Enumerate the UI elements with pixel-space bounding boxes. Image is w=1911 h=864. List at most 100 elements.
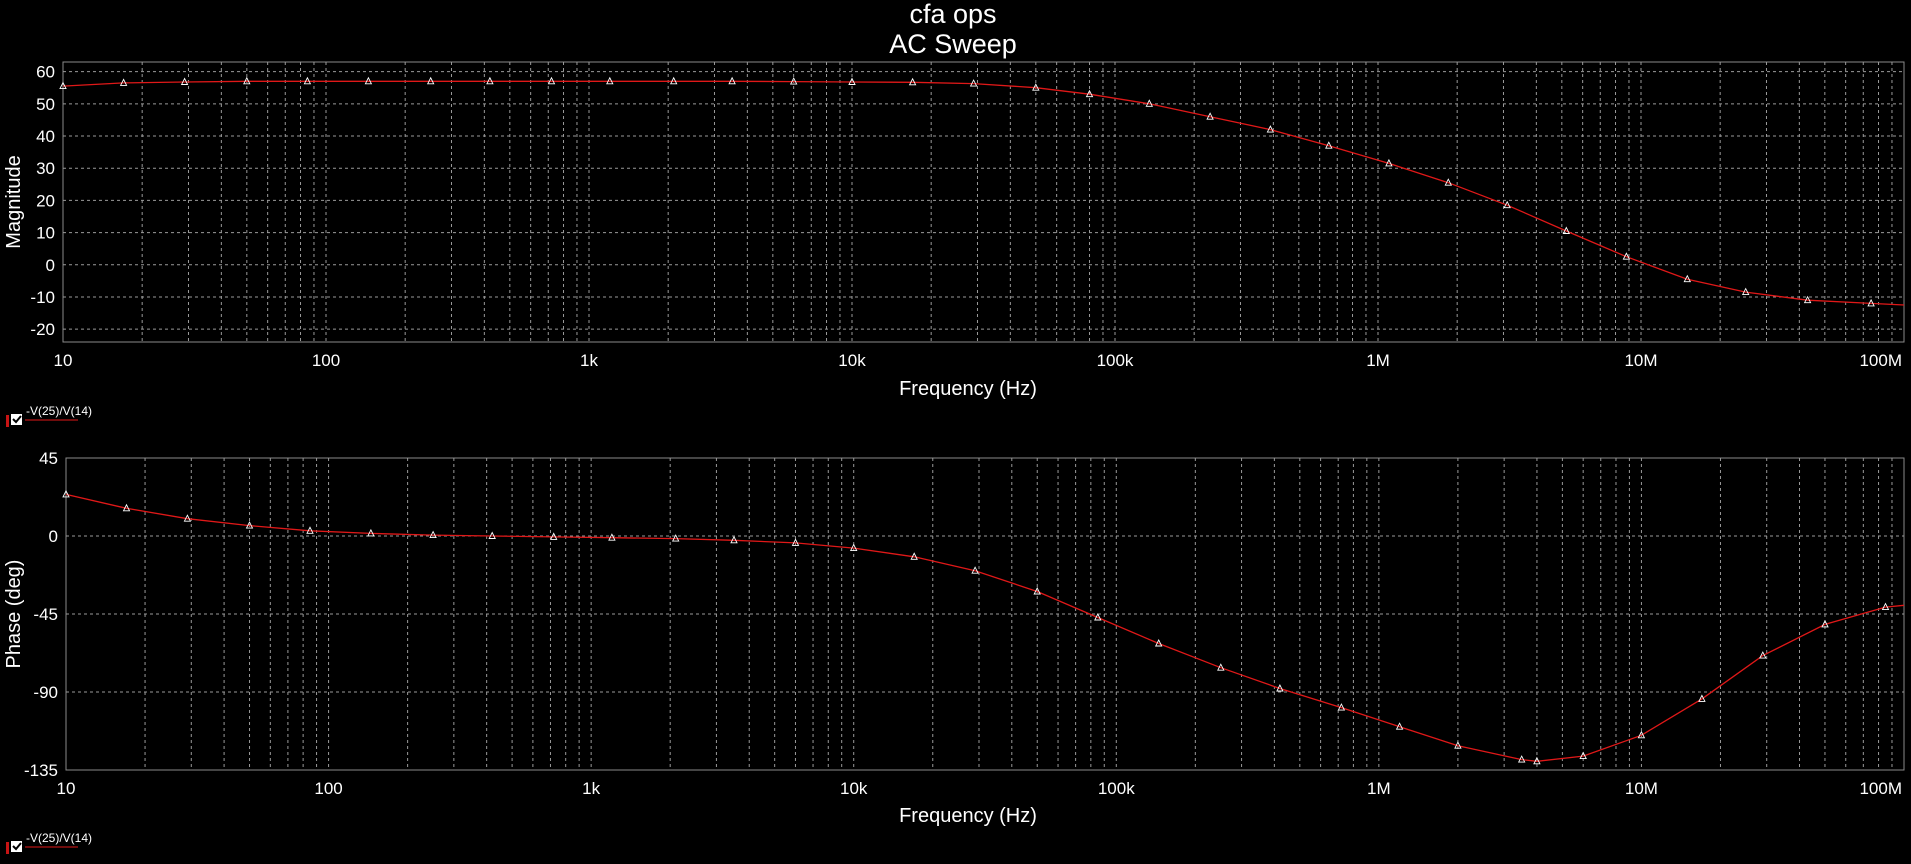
- phase-data-marker: [245, 521, 254, 529]
- magnitude-y-tick-label: 60: [36, 63, 55, 82]
- magnitude-data-marker: [1683, 274, 1692, 283]
- phase-legend[interactable]: -V(25)/V(14): [6, 831, 92, 854]
- magnitude-plot-frame: [62, 61, 1905, 343]
- phase-data-marker: [122, 503, 131, 512]
- phase-tick-labels: 10 100 1k 10k 100k 1M 10M 100M 45 0 -45 -90 -135: [24, 449, 1902, 798]
- magnitude-gridlines: [63, 62, 1904, 342]
- phase-data-marker: [367, 528, 375, 537]
- magnitude-x-tick-label: 100k: [1097, 351, 1134, 370]
- checkmark-icon: [12, 415, 22, 424]
- phase-data-marker: [1094, 612, 1102, 621]
- phase-y-tick-label: 0: [49, 527, 58, 546]
- magnitude-data-marker: [669, 76, 678, 85]
- phase-data-marker: [1821, 619, 1829, 628]
- magnitude-data-marker: [1444, 178, 1453, 186]
- magnitude-data-marker: [1325, 141, 1333, 149]
- legend-checkbox[interactable]: [11, 414, 22, 425]
- phase-data-marker: [1637, 730, 1646, 739]
- chart-subtitle: AC Sweep: [889, 29, 1017, 59]
- phase-data-marker: [910, 552, 918, 560]
- checkmark-icon: [12, 842, 22, 851]
- phase-y-axis-label: Phase (deg): [3, 560, 25, 669]
- legend-color-bar: [6, 415, 9, 427]
- magnitude-data-marker: [243, 76, 251, 85]
- phase-y-tick-label: -135: [24, 761, 58, 780]
- phase-data-marker: [1759, 651, 1767, 659]
- phase-data-marker: [1579, 751, 1587, 760]
- magnitude-data-marker: [1085, 89, 1094, 98]
- magnitude-y-tick-label: 0: [46, 256, 55, 275]
- magnitude-data-marker: [1622, 252, 1631, 260]
- legend-checkbox[interactable]: [11, 841, 22, 852]
- magnitude-data-marker: [1741, 287, 1750, 296]
- phase-x-tick-label: 1M: [1367, 779, 1391, 798]
- magnitude-x-axis-label: Frequency (Hz): [899, 378, 1037, 400]
- magnitude-trace-group: [59, 76, 1905, 307]
- magnitude-x-tick-label: 1k: [580, 351, 598, 370]
- phase-data-marker: [1533, 756, 1541, 765]
- magnitude-data-marker: [848, 77, 856, 85]
- magnitude-data-marker: [486, 76, 494, 85]
- magnitude-y-tick-label: 50: [36, 95, 55, 114]
- magnitude-data-marker: [426, 76, 435, 85]
- phase-y-tick-label: -90: [33, 683, 58, 702]
- magnitude-data-marker: [789, 77, 798, 85]
- phase-x-tick-label: 10M: [1625, 779, 1658, 798]
- phase-data-marker: [1337, 703, 1346, 711]
- magnitude-x-tick-label: 10k: [838, 351, 866, 370]
- magnitude-data-marker: [119, 78, 128, 86]
- phase-x-tick-label: 10: [57, 779, 76, 798]
- magnitude-data-marker: [1867, 298, 1875, 307]
- phase-data-marker: [488, 531, 496, 539]
- phase-gridlines: [66, 458, 1904, 770]
- phase-data-marker: [1154, 638, 1163, 647]
- phase-plot: 10 100 1k 10k 100k 1M 10M 100M 45 0 -45 -90 -135 Fre…: [3, 449, 1905, 827]
- magnitude-data-marker: [303, 76, 312, 85]
- phase-data-marker: [730, 535, 738, 544]
- magnitude-y-tick-label: 20: [36, 191, 55, 210]
- phase-y-tick-label: 45: [39, 449, 58, 468]
- legend-label: -V(25)/V(14): [26, 831, 92, 845]
- magnitude-data-marker: [969, 79, 978, 87]
- phase-trace-group: [62, 489, 1905, 765]
- magnitude-y-tick-label: 30: [36, 159, 55, 178]
- phase-x-tick-label: 1k: [582, 779, 600, 798]
- magnitude-plot: 10 100 1k 10k 100k 1M 10M 100M6050403020100-10-…: [3, 61, 1905, 400]
- magnitude-data-marker: [1145, 99, 1154, 107]
- magnitude-y-tick-label: -20: [30, 320, 55, 339]
- magnitude-x-tick-label: 100: [312, 351, 340, 370]
- phase-data-marker: [1698, 694, 1706, 702]
- magnitude-data-marker: [728, 76, 736, 85]
- magnitude-x-tick-label: 10M: [1624, 351, 1657, 370]
- magnitude-y-axis-label: Magnitude: [3, 155, 25, 248]
- phase-data-marker: [62, 489, 70, 498]
- magnitude-data-marker: [364, 76, 373, 85]
- magnitude-trace-line: [62, 80, 1905, 306]
- magnitude-data-marker: [1266, 125, 1275, 133]
- phase-data-marker: [1276, 683, 1284, 692]
- phase-data-marker: [429, 530, 437, 539]
- phase-x-tick-label: 100M: [1859, 779, 1902, 798]
- magnitude-tick-labels: 10 100 1k 10k 100k 1M 10M 100M6050403020100-10-…: [30, 63, 1902, 370]
- magnitude-data-marker: [1385, 158, 1393, 167]
- phase-data-marker: [1395, 722, 1404, 730]
- magnitude-legend[interactable]: -V(25)/V(14): [6, 404, 92, 427]
- phase-x-tick-label: 100: [314, 779, 342, 798]
- phase-data-marker: [971, 566, 979, 574]
- chart-title: cfa ops: [909, 0, 996, 29]
- magnitude-data-marker: [1503, 200, 1511, 209]
- magnitude-x-tick-label: 100M: [1859, 351, 1902, 370]
- phase-x-axis-label: Frequency (Hz): [899, 805, 1037, 827]
- phase-trace-line: [65, 493, 1905, 762]
- magnitude-y-tick-label: 10: [36, 224, 55, 243]
- magnitude-data-marker: [908, 77, 917, 86]
- magnitude-x-tick-label: 10: [54, 351, 73, 370]
- phase-data-marker: [791, 538, 800, 546]
- phase-data-marker: [849, 543, 858, 552]
- phase-data-marker: [608, 533, 616, 541]
- phase-x-tick-label: 100k: [1098, 779, 1135, 798]
- phase-data-marker: [1517, 755, 1526, 763]
- phase-data-marker: [306, 526, 314, 534]
- magnitude-data-marker: [1803, 295, 1812, 304]
